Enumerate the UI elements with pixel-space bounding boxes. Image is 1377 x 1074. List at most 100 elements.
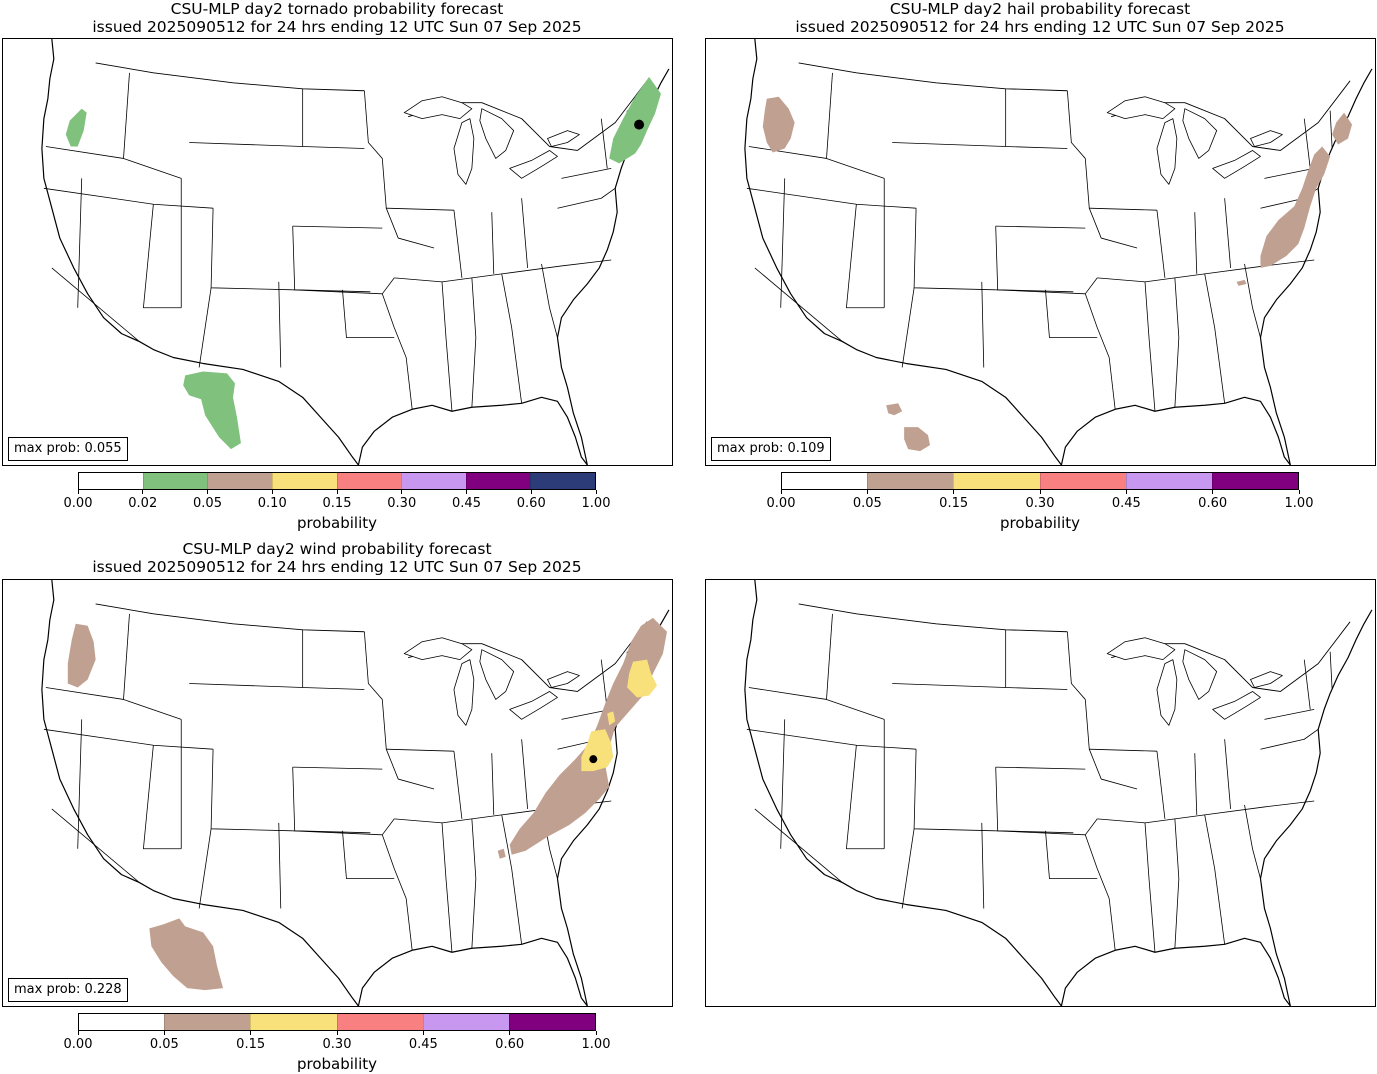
state-border bbox=[1244, 804, 1261, 879]
tornado-colorbar-segment bbox=[207, 473, 272, 489]
state-border bbox=[1224, 198, 1232, 268]
tornado-colorbar-tick-label: 0.60 bbox=[516, 496, 546, 511]
hail-colorbar-segment bbox=[782, 473, 868, 489]
hail-area-mid-atlantic bbox=[1260, 146, 1331, 268]
state-border bbox=[521, 198, 529, 268]
state-border bbox=[123, 72, 130, 159]
tornado-colorbar-tick-label: 0.00 bbox=[63, 496, 93, 511]
hail-colorbar-tick-mark bbox=[866, 490, 868, 494]
canada-border bbox=[95, 603, 365, 633]
state-border bbox=[1156, 210, 1166, 278]
great-lake bbox=[453, 659, 475, 726]
state-border bbox=[363, 631, 383, 700]
state-border bbox=[51, 267, 140, 342]
state-border bbox=[381, 699, 435, 790]
hail-colorbar-tick-mark bbox=[1125, 490, 1127, 494]
state-border bbox=[43, 728, 214, 750]
tornado-colorbar-label: probability bbox=[296, 514, 378, 532]
wind-colorbar-tick-label: 0.45 bbox=[408, 1037, 438, 1052]
wind-colorbar-segment bbox=[164, 1014, 251, 1030]
state-border bbox=[1097, 259, 1315, 283]
state-border bbox=[453, 751, 463, 819]
wind-area-east-coast bbox=[509, 617, 667, 855]
great-lake bbox=[453, 118, 475, 185]
tornado-title-line2: issued 2025090512 for 24 hrs ending 12 U… bbox=[92, 18, 582, 36]
great-lake bbox=[479, 108, 515, 159]
state-border bbox=[381, 834, 407, 899]
tornado-marker-dot bbox=[634, 119, 645, 130]
state-border bbox=[1089, 207, 1157, 211]
tornado-colorbar-tick-mark bbox=[271, 490, 273, 494]
west-coastline bbox=[41, 39, 359, 465]
great-lake bbox=[1212, 150, 1261, 179]
wind-colorbar-tick-mark bbox=[422, 1031, 424, 1035]
state-border bbox=[342, 830, 395, 879]
tornado-colorbar-tick-mark bbox=[336, 490, 338, 494]
wind-probability-areas bbox=[67, 617, 667, 991]
state-border bbox=[198, 828, 212, 909]
gulf-coastline bbox=[1060, 937, 1291, 1006]
tornado-colorbar-segment bbox=[142, 473, 208, 489]
state-border bbox=[995, 226, 1074, 293]
hail-area-oregon bbox=[762, 96, 795, 153]
state-border bbox=[1194, 753, 1198, 815]
wind-colorbar-segment bbox=[79, 1014, 165, 1030]
wind-colorbar-tick-label: 0.30 bbox=[322, 1037, 352, 1052]
tornado-colorbar-segment bbox=[401, 473, 466, 489]
state-border bbox=[501, 273, 523, 404]
state-border bbox=[600, 118, 608, 169]
state-border bbox=[561, 168, 612, 179]
state-border bbox=[441, 822, 453, 953]
hail-colorbar-tick-mark bbox=[1212, 490, 1214, 494]
tornado-area-new-mexico bbox=[183, 371, 241, 450]
state-border bbox=[1244, 263, 1261, 338]
state-border bbox=[363, 90, 383, 159]
state-border bbox=[846, 204, 885, 309]
state-border bbox=[995, 818, 1098, 836]
wind-colorbar-tick-label: 0.00 bbox=[63, 1037, 93, 1052]
hail-colorbar-tick-mark bbox=[780, 490, 782, 494]
state-border bbox=[1260, 728, 1319, 750]
state-border bbox=[491, 753, 495, 815]
state-border bbox=[1329, 110, 1333, 149]
tornado-title: CSU-MLP day2 tornado probability forecas… bbox=[2, 0, 672, 36]
state-border bbox=[394, 259, 612, 283]
state-border bbox=[541, 263, 558, 338]
tornado-colorbar-segment bbox=[530, 473, 595, 489]
wind-colorbar-tick-label: 0.15 bbox=[236, 1037, 266, 1052]
hail-colorbar-segment bbox=[1211, 473, 1299, 489]
state-border bbox=[748, 146, 885, 179]
tornado-colorbar-tick-mark bbox=[595, 490, 597, 494]
hail-colorbar-tick-label: 0.05 bbox=[852, 496, 882, 511]
wind-area-arizona bbox=[149, 918, 224, 991]
state-border bbox=[754, 808, 843, 883]
tornado-colorbar-bar bbox=[78, 472, 596, 490]
wind-title-line2: issued 2025090512 for 24 hrs ending 12 U… bbox=[92, 558, 582, 576]
state-border bbox=[1204, 814, 1226, 945]
canada-border bbox=[798, 62, 1068, 92]
state-border bbox=[995, 277, 1098, 295]
state-border bbox=[746, 187, 917, 209]
blank-map-svg bbox=[744, 580, 1373, 1006]
state-border bbox=[1194, 212, 1198, 274]
wind-area-oregon bbox=[67, 623, 96, 688]
state-border bbox=[995, 766, 1086, 770]
state-border bbox=[892, 683, 1068, 690]
state-border bbox=[405, 898, 413, 951]
great-lake bbox=[1106, 637, 1176, 661]
state-border bbox=[405, 357, 413, 410]
canada-border bbox=[798, 603, 1068, 633]
blank-map bbox=[705, 579, 1376, 1007]
state-border bbox=[1174, 277, 1180, 408]
hail-area-arizona-north bbox=[886, 403, 903, 416]
west-coastline bbox=[41, 580, 359, 1006]
state-border bbox=[210, 208, 293, 291]
state-border bbox=[981, 281, 985, 368]
wind-colorbar-tick-label: 0.05 bbox=[149, 1037, 179, 1052]
tornado-map-svg bbox=[41, 39, 670, 465]
wind-colorbar-tick-mark bbox=[163, 1031, 165, 1035]
great-lake bbox=[403, 96, 473, 120]
tornado-colorbar-tick-mark bbox=[466, 490, 467, 494]
state-border bbox=[292, 226, 371, 293]
state-border bbox=[1204, 273, 1226, 404]
